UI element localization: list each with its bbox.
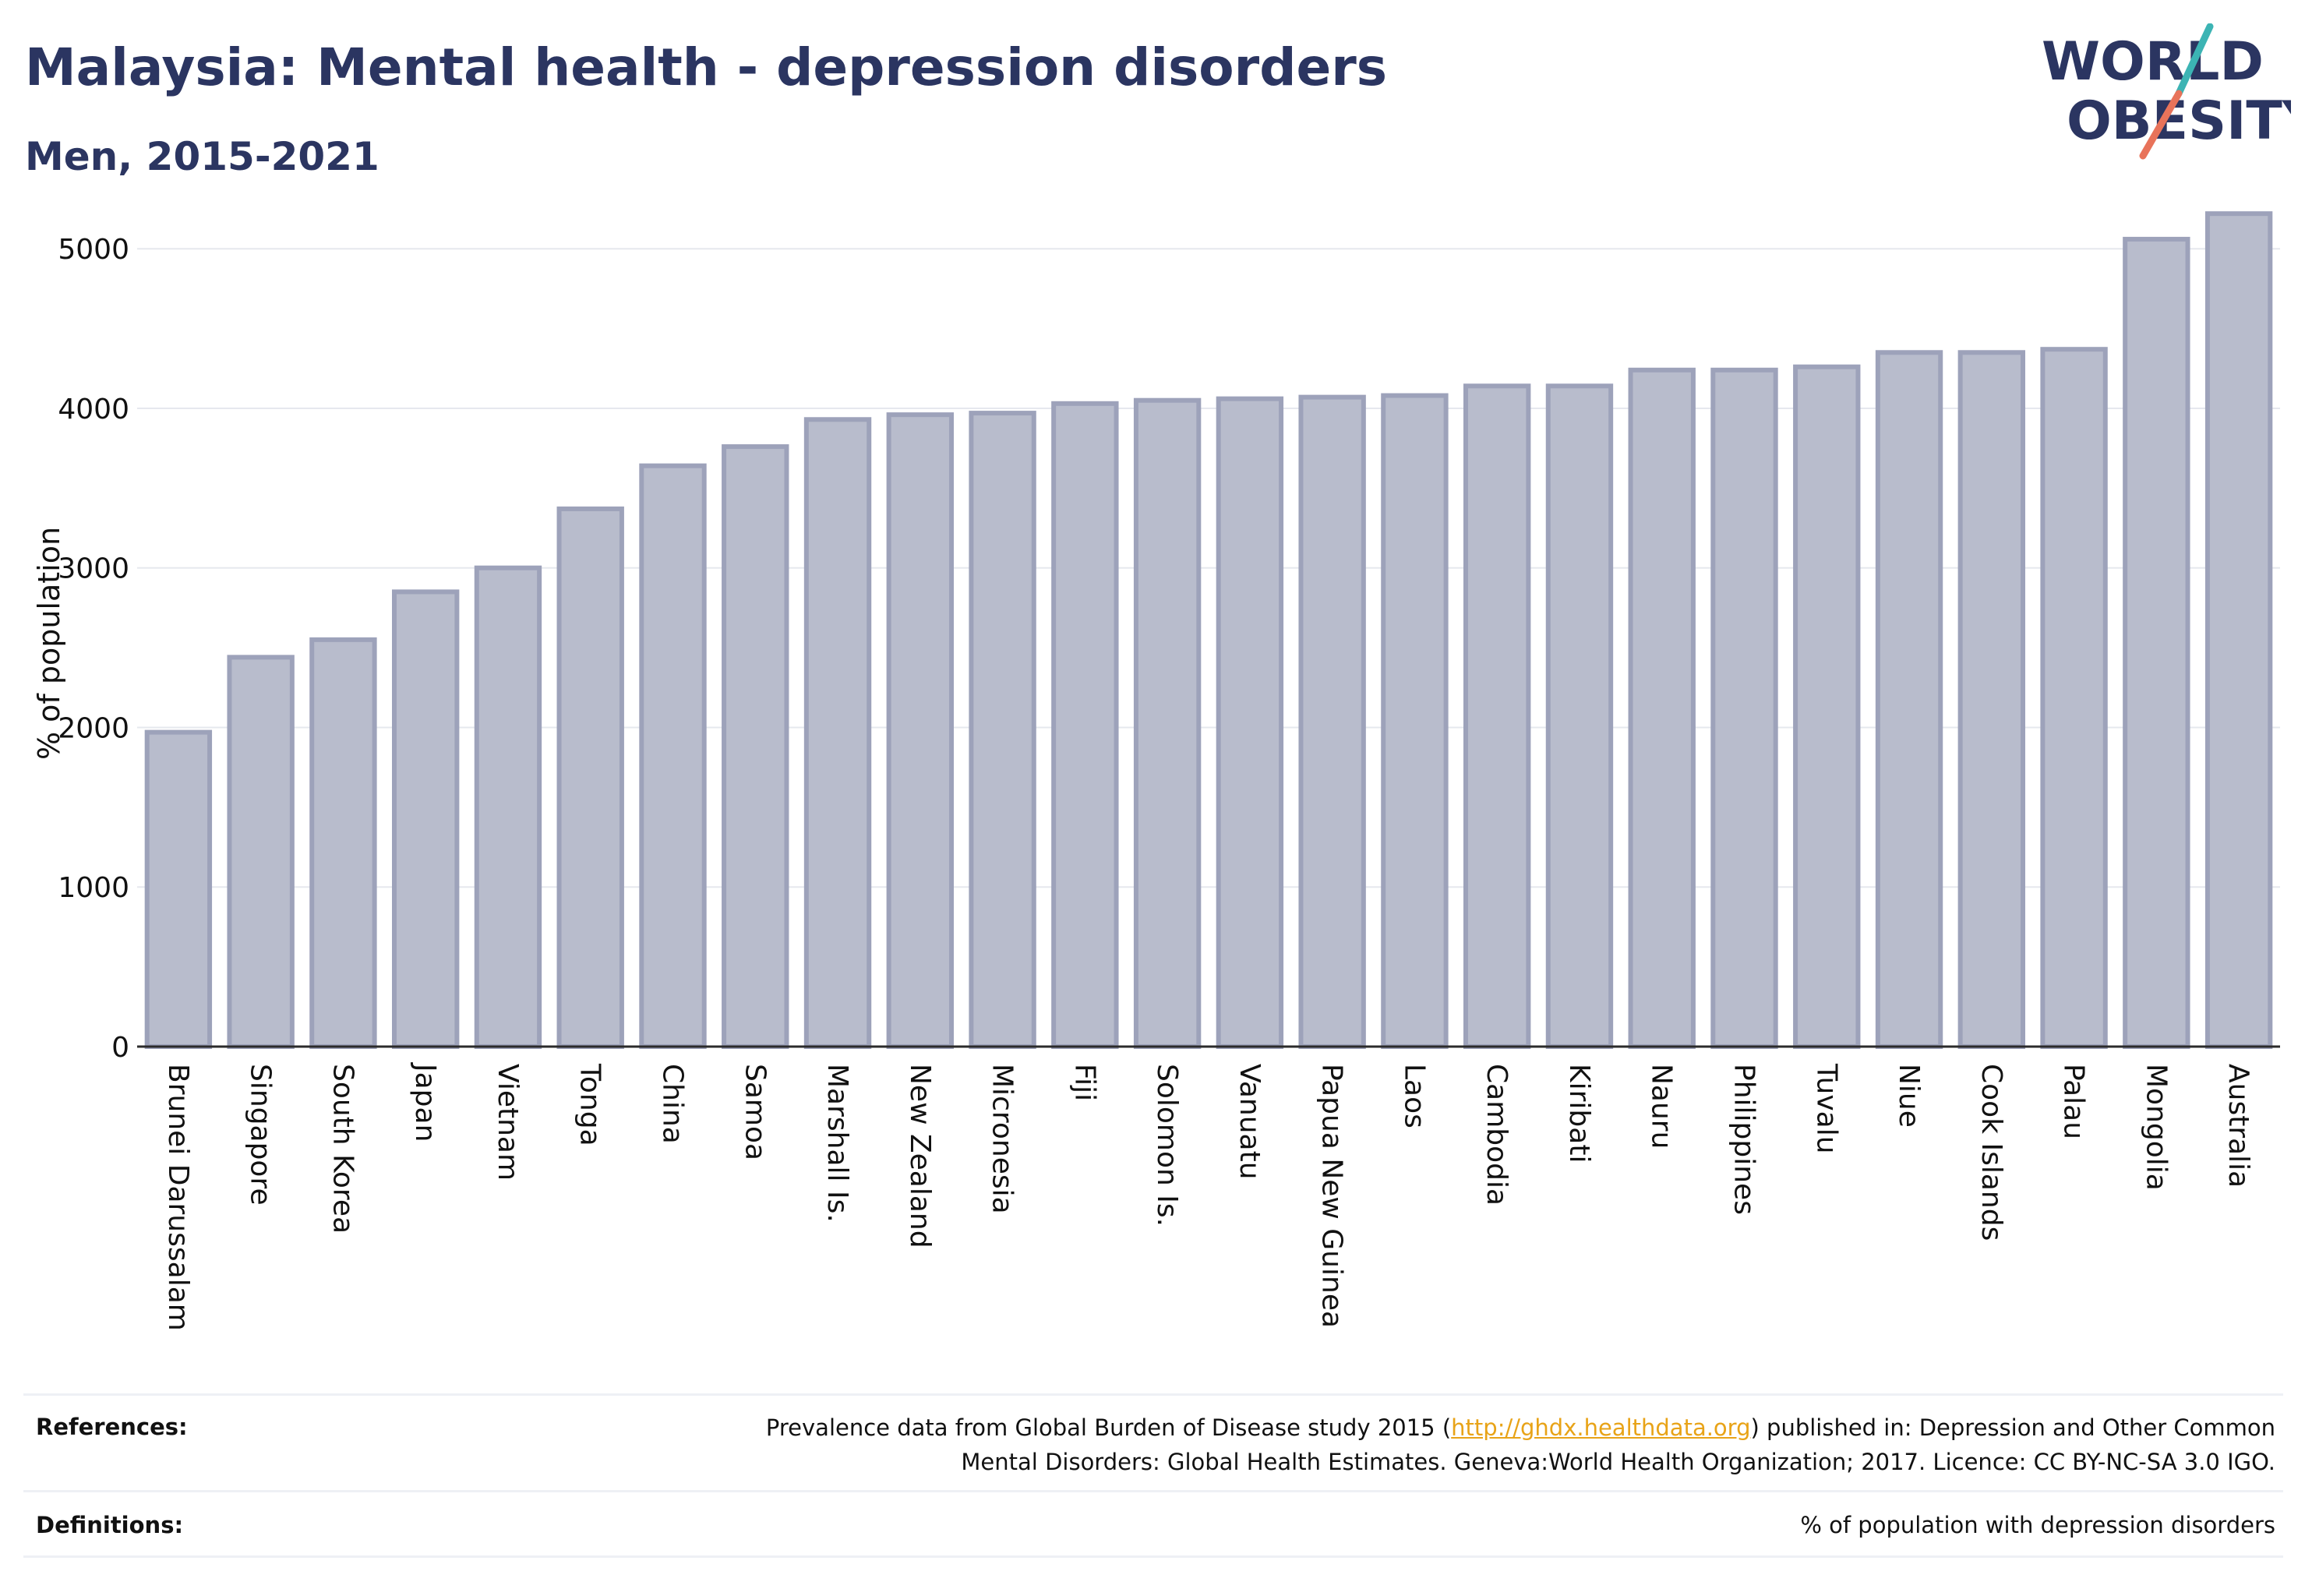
references-text: Prevalence data from Global Burden of Di…	[765, 1414, 2275, 1475]
x-tick-label: Singapore	[245, 1064, 277, 1206]
bar	[803, 417, 872, 1049]
bar	[1133, 397, 1202, 1049]
x-tick-label: Brunei Darussalam	[162, 1064, 194, 1331]
footer-divider-mid	[23, 1490, 2283, 1492]
logo-line2: OBESITY	[2067, 90, 2291, 152]
x-tick-label: Papua New Guinea	[1316, 1064, 1348, 1328]
y-axis-label: % of population	[32, 527, 66, 760]
footer-divider-bottom	[23, 1555, 2283, 1558]
x-tick-label: Japan	[409, 1062, 441, 1142]
y-tick-label: 3000	[58, 553, 129, 585]
y-tick-labels: 0 1000 2000 3000 4000 5000	[58, 234, 129, 1064]
x-tick-label: South Korea	[327, 1064, 358, 1234]
bar	[1545, 383, 1614, 1049]
bar	[1957, 350, 2026, 1049]
bar	[1628, 367, 1696, 1049]
bar	[144, 729, 213, 1049]
x-tick-label: Tuvalu	[1810, 1063, 1842, 1154]
x-tick-label: Vanuatu	[1234, 1064, 1265, 1180]
x-tick-labels: Brunei Darussalam Singapore South Korea Jap…	[162, 1062, 2254, 1331]
bar	[1793, 364, 1861, 1049]
bar	[1381, 393, 1449, 1050]
references-link[interactable]: http://ghdx.healthdata.org	[1451, 1414, 1751, 1441]
bar	[227, 655, 295, 1050]
y-tick-label: 1000	[58, 872, 129, 904]
x-tick-label: Mongolia	[2140, 1064, 2172, 1191]
bar	[969, 411, 1036, 1049]
definitions-label: Definitions:	[36, 1512, 184, 1538]
x-tick-label: Micronesia	[987, 1064, 1018, 1214]
bar	[474, 565, 542, 1049]
bar	[1051, 401, 1119, 1049]
y-tick-label: 4000	[58, 394, 129, 425]
x-tick-label: Nauru	[1646, 1064, 1678, 1149]
x-tick-label: Vietnam	[492, 1064, 524, 1181]
x-tick-label: Palau	[2058, 1064, 2090, 1139]
x-tick-label: Laos	[1398, 1064, 1430, 1128]
x-tick-label: Kiribati	[1563, 1064, 1595, 1163]
bar	[722, 444, 789, 1049]
bar	[1875, 350, 1943, 1049]
bar	[1216, 396, 1284, 1049]
x-tick-label: Marshall Is.	[821, 1064, 853, 1223]
bar	[392, 589, 460, 1049]
definitions-text: % of population with depression disorder…	[1800, 1512, 2275, 1538]
bar	[2204, 211, 2273, 1050]
x-tick-label: Niue	[1893, 1064, 1925, 1128]
y-tick-label: 0	[111, 1032, 129, 1064]
bar	[886, 412, 954, 1049]
bar	[309, 637, 377, 1049]
bar	[2040, 347, 2108, 1049]
x-tick-label: Australia	[2222, 1064, 2254, 1188]
world-obesity-logo: WORLD OBESITY	[2042, 23, 2291, 160]
bar	[1463, 383, 1531, 1049]
x-tick-label: Tonga	[574, 1063, 606, 1146]
logo-slash-top	[2175, 23, 2214, 97]
footer-divider-top	[23, 1393, 2283, 1396]
x-tick-label: Cambodia	[1481, 1064, 1513, 1206]
x-tick-label: Samoa	[739, 1064, 771, 1160]
references-label: References:	[36, 1414, 188, 1440]
bars	[144, 211, 2273, 1050]
bar	[639, 463, 707, 1049]
x-tick-label: New Zealand	[904, 1064, 936, 1248]
x-tick-label: Fiji	[1068, 1064, 1100, 1101]
x-tick-label: China	[657, 1064, 689, 1144]
chart-title: Malaysia: Mental health - depression dis…	[25, 37, 1388, 97]
logo-slash-bottom	[2139, 90, 2183, 160]
x-tick-label: Cook Islands	[1975, 1064, 2007, 1241]
bar-chart: 0 1000 2000 3000 4000 5000 Brunei Darussalam S…	[32, 211, 2280, 1331]
bar	[2123, 236, 2190, 1049]
logo-line1: WORLD	[2042, 31, 2264, 93]
y-tick-label: 2000	[58, 712, 129, 744]
bar	[1298, 394, 1366, 1050]
bar	[1710, 367, 1778, 1049]
y-tick-label: 5000	[58, 234, 129, 266]
x-tick-label: Philippines	[1728, 1064, 1760, 1215]
bar	[556, 506, 624, 1049]
x-tick-label: Solomon Is.	[1151, 1064, 1183, 1227]
chart-subtitle: Men, 2015-2021	[25, 134, 379, 179]
